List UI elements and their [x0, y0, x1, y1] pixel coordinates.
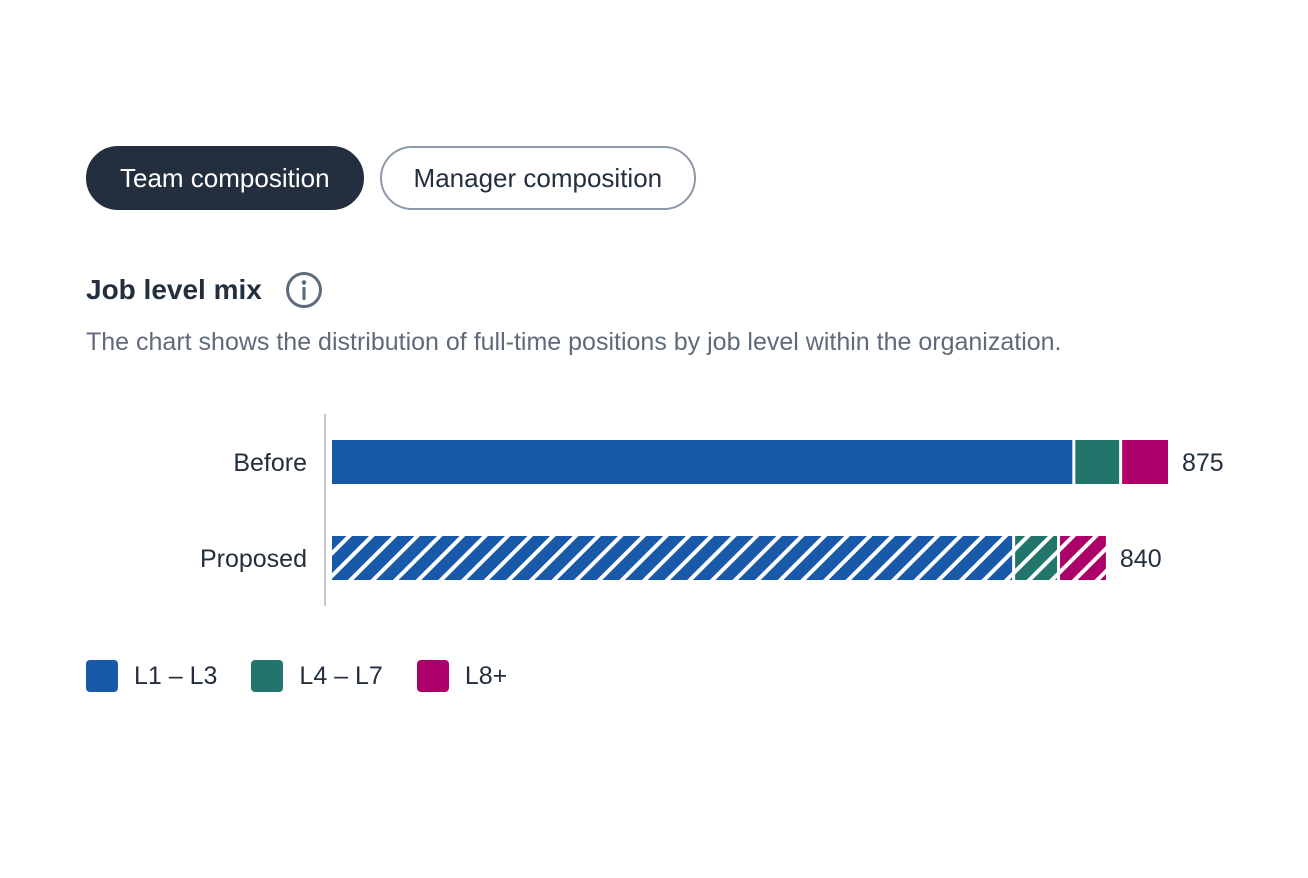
legend-item-l1-l3: L1 – L3 — [86, 660, 217, 692]
bar-proposed-segment-3 — [1060, 536, 1106, 580]
legend-item-l8-plus: L8+ — [416, 660, 508, 692]
row-label-before: Before — [233, 449, 307, 477]
bar-before-segment-3 — [1122, 440, 1168, 484]
legend-swatch-l8-plus — [416, 660, 449, 692]
tab-manager-composition[interactable]: Manager composition — [379, 146, 697, 210]
chart-legend: L1 – L3 L4 – L7 L8+ — [86, 660, 507, 692]
composition-tabs: Team composition Manager composition — [86, 146, 697, 210]
legend-swatch-l4-l7 — [251, 660, 284, 692]
total-label-proposed: 840 — [1120, 545, 1162, 573]
bar-proposed-segment-2 — [1015, 536, 1058, 580]
legend-swatch-l1-l3 — [86, 660, 118, 692]
section-heading: Job level mix — [86, 270, 324, 310]
bar-before-segment-2 — [1075, 440, 1120, 484]
section-description: The chart shows the distribution of full… — [86, 328, 1062, 356]
bar-proposed-segment-1 — [332, 536, 1013, 580]
bar-before-segment-1 — [332, 440, 1073, 484]
tab-team-composition[interactable]: Team composition — [86, 146, 364, 210]
legend-label-l4-l7: L4 – L7 — [299, 661, 383, 690]
legend-item-l4-l7: L4 – L7 — [251, 660, 383, 692]
legend-label-l8-plus: L8+ — [464, 661, 508, 690]
info-icon[interactable] — [284, 270, 324, 310]
row-label-proposed: Proposed — [200, 545, 307, 573]
legend-label-l1-l3: L1 – L3 — [134, 661, 218, 690]
total-label-before: 875 — [1182, 449, 1224, 477]
section-title: Job level mix — [86, 274, 262, 305]
